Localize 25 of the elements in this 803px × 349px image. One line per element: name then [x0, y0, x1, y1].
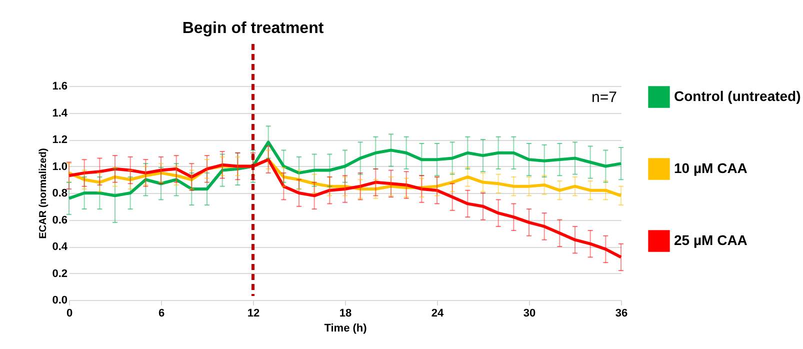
legend-label: 10 µM CAA: [674, 160, 748, 176]
y-tick-label: 1.6: [52, 80, 68, 92]
x-tick-label: 12: [247, 308, 260, 320]
x-tick-label: 0: [66, 308, 73, 320]
x-tick-label: 6: [158, 308, 165, 320]
x-tick-label: 24: [431, 308, 444, 320]
y-tick-label: 0.4: [52, 241, 68, 253]
y-tick-label: 0.0: [52, 294, 68, 306]
line-series: [68, 158, 622, 259]
x-tick-label: 18: [339, 308, 352, 320]
annotation: n=7: [592, 89, 617, 106]
y-tick-label: 1.0: [52, 160, 68, 173]
y-tick-label: 1.2: [52, 134, 68, 146]
y-tick-label: 0.6: [52, 214, 68, 226]
ref-line-label: Begin of treatment: [182, 20, 324, 37]
legend-label: Control (untreated): [674, 88, 801, 104]
y-tick-label: 1.4: [52, 107, 68, 120]
y-axis-title: ECAR (normalized): [38, 148, 50, 239]
legend-label: 25 µM CAA: [674, 232, 748, 248]
line-series: [68, 140, 622, 200]
x-tick-label: 30: [523, 308, 536, 320]
x-tick-label: 36: [615, 308, 628, 320]
x-axis-title: Time (h): [324, 322, 368, 334]
y-tick-label: 0.8: [52, 188, 68, 200]
y-tick-label: 0.2: [52, 268, 68, 280]
